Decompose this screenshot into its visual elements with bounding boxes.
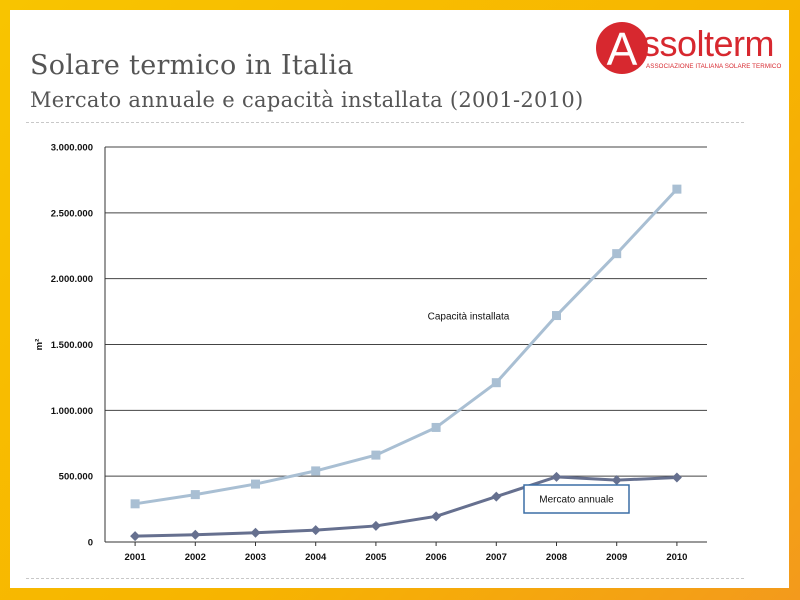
y-tick-label: 2.500.000 [51,208,93,219]
data-point-square [431,422,441,432]
data-point-diamond [491,491,502,502]
data-point-square [552,311,561,321]
y-tick-label: 1.000.000 [51,406,93,417]
x-tick-label: 2001 [125,552,147,563]
series-line [134,188,678,506]
series-line [135,475,677,538]
data-point-square [612,249,622,259]
chart: 0 500.000 1.000.000 1.500.000 2.000.000 2.500… [34,143,707,563]
series-callout-label: Mercato annuale [539,495,614,506]
x-tick-label: 2009 [606,552,627,563]
data-point-diamond [370,520,381,531]
footer-divider [26,578,744,579]
series-callout-label: Capacità installata [428,312,510,323]
data-point-diamond [611,475,622,486]
assolterm-logo: A ssolterm ASSOCIAZIONE ITALIANA SOLARE … [596,22,784,76]
data-point-square [371,450,381,460]
y-tick-label: 1.500.000 [51,340,93,351]
data-point-square [130,499,140,509]
header-divider [26,122,744,123]
x-tick-label: 2010 [666,552,687,563]
x-tick-label: 2002 [185,552,206,563]
x-tick-label: 2004 [305,552,327,563]
x-tick-label: 2007 [486,552,507,563]
logo-word: ssolterm [642,23,775,64]
y-axis-label: m² [34,339,45,351]
data-point-diamond [551,471,562,482]
data-point-diamond [190,529,201,540]
slide-title: Solare termico in Italia [30,50,354,81]
data-point-diamond [310,525,321,536]
y-tick-label: 500.000 [59,472,93,483]
logo-tagline: ASSOCIAZIONE ITALIANA SOLARE TERMICO [646,63,782,70]
data-point-square [311,466,321,476]
data-point-diamond [250,527,261,538]
slide: A ssolterm ASSOCIAZIONE ITALIANA SOLARE … [10,10,789,588]
y-tick-label: 2.000.000 [51,274,93,285]
data-point-square [190,490,200,500]
series-callout-box [414,303,523,329]
data-point-square [251,479,260,489]
data-point-diamond [431,511,442,522]
slide-subtitle: Mercato annuale e capacità installata (2… [30,88,584,112]
data-point-diamond [671,472,682,483]
x-tick-label: 2003 [245,552,266,563]
data-point-square [491,378,501,388]
x-tick-label: 2008 [546,552,567,563]
y-tick-label: 0 [88,538,93,549]
data-point-diamond [130,531,141,542]
logo-mark: A [596,22,648,75]
data-point-square [672,184,682,194]
x-tick-label: 2005 [365,552,387,563]
y-tick-label: 3.000.000 [51,143,93,154]
series-callout-box [523,484,630,514]
x-tick-label: 2006 [426,552,447,563]
